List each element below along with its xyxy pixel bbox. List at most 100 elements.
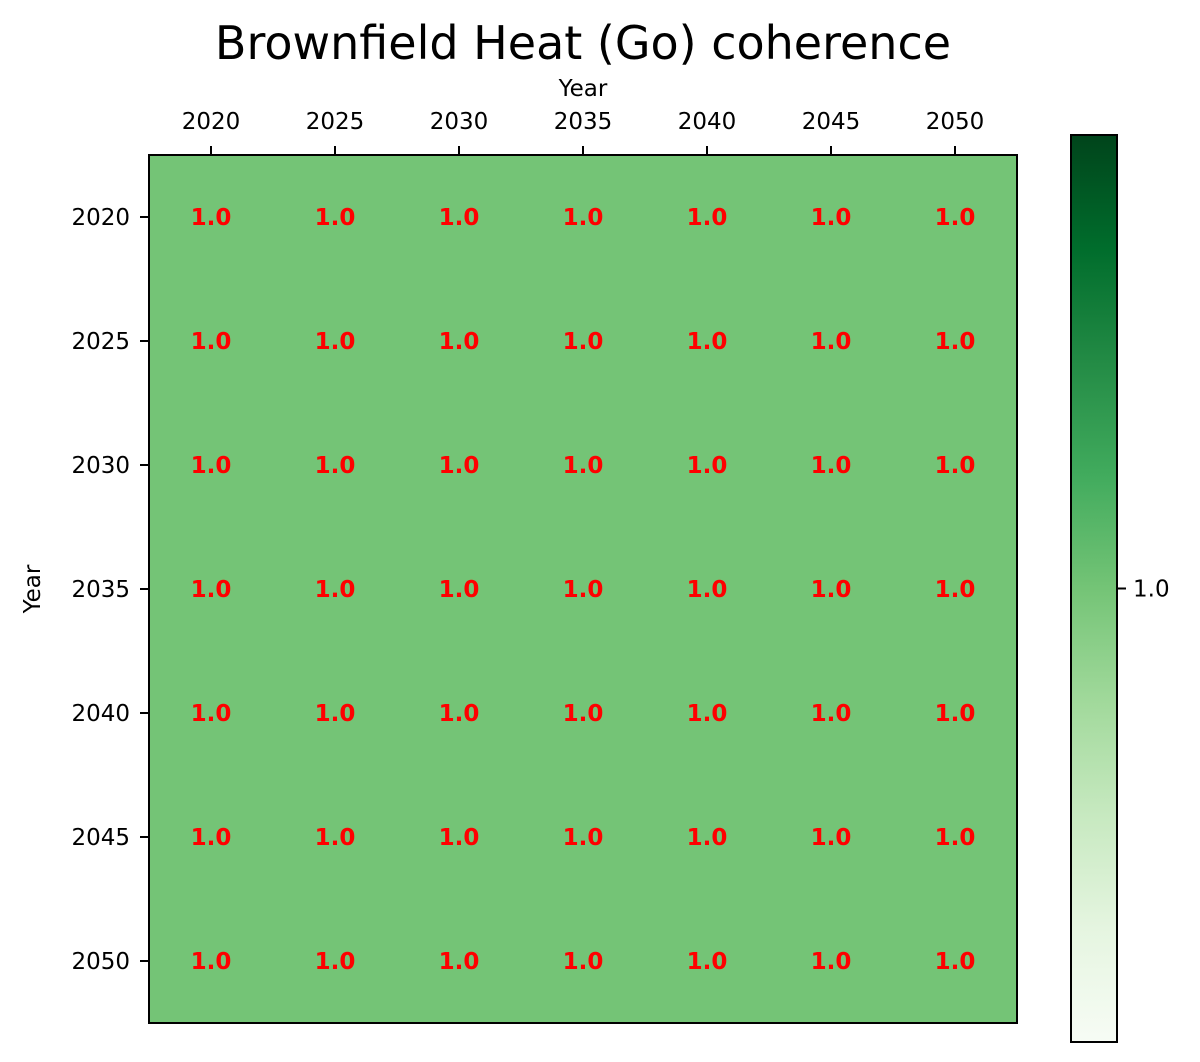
cell-label: 1.0 xyxy=(191,949,232,975)
heatmap-cell xyxy=(149,279,274,404)
cell-label: 1.0 xyxy=(563,949,604,975)
cell-label: 1.0 xyxy=(935,329,976,355)
cell-label: 1.0 xyxy=(687,701,728,727)
heatmap-cell xyxy=(769,651,894,776)
heatmap-cell xyxy=(273,403,398,528)
heatmap-cell xyxy=(893,775,1018,900)
heatmap-cell xyxy=(521,527,646,652)
cell-label: 1.0 xyxy=(191,825,232,851)
heatmap-cell xyxy=(893,651,1018,776)
heatmap-cell xyxy=(397,155,522,280)
cell-label: 1.0 xyxy=(687,825,728,851)
heatmap-cell xyxy=(273,527,398,652)
cell-label: 1.0 xyxy=(687,205,728,231)
heatmap-cell xyxy=(769,527,894,652)
cell-label: 1.0 xyxy=(439,453,480,479)
heatmap-cell xyxy=(893,527,1018,652)
x-tick-label: 2045 xyxy=(802,109,861,135)
cell-label: 1.0 xyxy=(811,205,852,231)
y-tick-label: 2050 xyxy=(71,949,130,975)
y-tick-label: 2035 xyxy=(71,577,130,603)
cell-label: 1.0 xyxy=(935,205,976,231)
heatmap-cell xyxy=(893,899,1018,1024)
heatmap-cell xyxy=(397,651,522,776)
x-tick-label: 2050 xyxy=(926,109,985,135)
heatmap-cell xyxy=(521,651,646,776)
cell-label: 1.0 xyxy=(315,453,356,479)
cell-label: 1.0 xyxy=(439,949,480,975)
cell-label: 1.0 xyxy=(439,577,480,603)
heatmap-cell xyxy=(397,403,522,528)
cell-label: 1.0 xyxy=(191,701,232,727)
y-axis-ticks: 2020 2025 2030 2035 2040 2045 2050 xyxy=(71,205,149,975)
heatmap-cell xyxy=(149,775,274,900)
cell-label: 1.0 xyxy=(191,329,232,355)
cell-label: 1.0 xyxy=(811,329,852,355)
cell-label: 1.0 xyxy=(563,205,604,231)
x-tick-label: 2025 xyxy=(306,109,365,135)
y-tick-label: 2030 xyxy=(71,453,130,479)
heatmap-cell xyxy=(273,651,398,776)
cell-label: 1.0 xyxy=(315,205,356,231)
chart-title: Brownfield Heat (Go) coherence xyxy=(215,16,951,70)
cell-label: 1.0 xyxy=(811,577,852,603)
heatmap-cell xyxy=(645,651,770,776)
cell-label: 1.0 xyxy=(191,453,232,479)
y-tick-label: 2040 xyxy=(71,701,130,727)
cell-label: 1.0 xyxy=(439,329,480,355)
heatmap-cell xyxy=(521,279,646,404)
heatmap-cell xyxy=(769,403,894,528)
x-axis-label: Year xyxy=(558,76,608,102)
y-tick-label: 2025 xyxy=(71,329,130,355)
cell-label: 1.0 xyxy=(563,329,604,355)
cell-label: 1.0 xyxy=(315,577,356,603)
heatmap-cell xyxy=(149,155,274,280)
cell-label: 1.0 xyxy=(811,949,852,975)
cell-label: 1.0 xyxy=(315,329,356,355)
heatmap-cell xyxy=(645,279,770,404)
heatmap-cell xyxy=(273,775,398,900)
heatmap-cell xyxy=(769,279,894,404)
cell-label: 1.0 xyxy=(315,949,356,975)
cell-label: 1.0 xyxy=(935,825,976,851)
heatmap-cell xyxy=(149,527,274,652)
heatmap-cell xyxy=(149,899,274,1024)
cell-label: 1.0 xyxy=(191,577,232,603)
heatmap-cell xyxy=(521,403,646,528)
heatmap-cell xyxy=(645,155,770,280)
cell-label: 1.0 xyxy=(191,205,232,231)
heatmap-cell xyxy=(149,651,274,776)
x-tick-label: 2035 xyxy=(554,109,613,135)
cell-label: 1.0 xyxy=(935,453,976,479)
heatmap-cell xyxy=(397,279,522,404)
cell-label: 1.0 xyxy=(935,701,976,727)
y-tick-label: 2020 xyxy=(71,205,130,231)
cell-label: 1.0 xyxy=(315,825,356,851)
cell-label: 1.0 xyxy=(439,825,480,851)
y-axis-label: Year xyxy=(20,564,46,614)
heatmap-cell xyxy=(521,775,646,900)
cell-label: 1.0 xyxy=(687,577,728,603)
x-tick-label: 2030 xyxy=(430,109,489,135)
colorbar-gradient xyxy=(1070,134,1118,1043)
x-tick-label: 2020 xyxy=(182,109,241,135)
y-tick-label: 2045 xyxy=(71,825,130,851)
colorbar-tick-label: 1.0 xyxy=(1133,577,1170,603)
heatmap-cell xyxy=(645,899,770,1024)
cell-label: 1.0 xyxy=(935,577,976,603)
heatmap-cell xyxy=(521,155,646,280)
heatmap-cell xyxy=(645,403,770,528)
heatmap-cell xyxy=(397,527,522,652)
heatmap-cell xyxy=(645,775,770,900)
heatmap-cell xyxy=(769,899,894,1024)
heatmap-cell xyxy=(397,775,522,900)
heatmap-cell xyxy=(149,403,274,528)
heatmap-cell xyxy=(893,279,1018,404)
cell-label: 1.0 xyxy=(439,701,480,727)
cell-label: 1.0 xyxy=(687,949,728,975)
heatmap-cell xyxy=(273,155,398,280)
heatmap-cell xyxy=(769,775,894,900)
cell-label: 1.0 xyxy=(563,577,604,603)
cell-label: 1.0 xyxy=(811,825,852,851)
